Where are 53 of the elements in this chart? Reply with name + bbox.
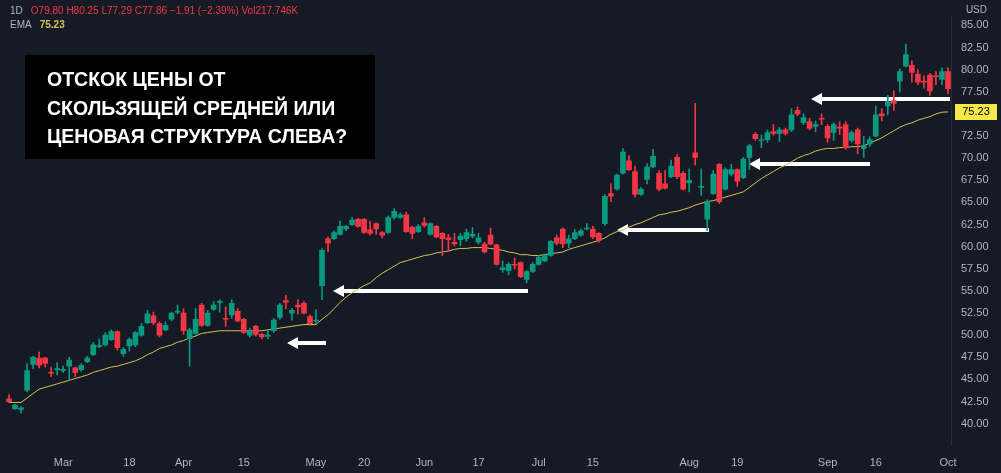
text: 75.23	[962, 104, 990, 117]
y-tick-label: 82.50	[961, 40, 989, 53]
y-tick-label: 47.50	[961, 350, 989, 363]
text: USD	[965, 4, 987, 15]
x-tick-label: Jun	[415, 456, 434, 469]
x-tick-label: 16	[869, 456, 882, 469]
x-tick-label: Oct	[939, 456, 957, 469]
y-tick-label: 85.00	[961, 18, 989, 31]
y-tick-label: 50.00	[961, 328, 989, 341]
x-tick-label: 20	[358, 456, 371, 469]
x-tick-label: Mar	[53, 456, 73, 469]
candlestick	[686, 168, 692, 193]
y-tick-label: 60.00	[961, 239, 989, 252]
candlestick	[698, 168, 705, 196]
x-tick-label: May	[305, 456, 327, 469]
candlestick	[890, 90, 897, 111]
candlestick	[216, 299, 223, 313]
y-tick-label: 57.50	[961, 261, 989, 274]
y-tick-label: 65.00	[961, 195, 989, 208]
x-tick-label: 15	[237, 456, 250, 469]
candlestick	[860, 135, 867, 158]
y-tick-label: 55.00	[961, 283, 989, 296]
y-tick-label: 80.00	[961, 62, 989, 75]
text: EMA	[10, 19, 32, 30]
x-tick-label: Aug	[679, 456, 699, 469]
text: ОТСКОК ЦЕНЫ ОТ СКОЛЬЗЯЩЕЙ СРЕДНЕЙ ИЛИ ЦЕНОВАЯ СТРУКТУРА СЛЕВА?	[25, 55, 375, 159]
y-tick-label: 72.50	[961, 129, 989, 142]
annotation: 1D	[10, 5, 23, 16]
candlestick	[884, 95, 891, 116]
x-tick-label: Apr	[175, 456, 193, 469]
annotation: O79.80 H80.25 L77.29 C77.86 −1.91 (−2.39%) Vol217.746K	[30, 5, 299, 16]
candlestick	[692, 103, 699, 166]
y-tick-label: 67.50	[961, 173, 989, 186]
y-tick-label: 52.50	[961, 306, 989, 319]
y-tick-label: 62.50	[961, 217, 989, 230]
x-tick-label: 15	[586, 456, 599, 469]
x-tick-label: 18	[123, 456, 136, 469]
x-tick-label: Jul	[531, 456, 546, 469]
y-tick-label: 77.50	[961, 84, 989, 97]
candlestick	[48, 366, 54, 378]
annotation: 75.23	[39, 19, 65, 30]
candlestick	[608, 183, 614, 202]
y-tick-label: 70.00	[961, 151, 989, 164]
x-tick-label: Sep	[817, 456, 838, 469]
candlestick	[222, 306, 229, 327]
x-tick-label: 17	[472, 456, 485, 469]
x-tick-label: 19	[731, 456, 744, 469]
y-tick-label: 40.00	[961, 416, 989, 429]
candlestick	[66, 356, 73, 381]
y-tick-label: 45.00	[961, 372, 989, 385]
candlestick	[283, 295, 289, 309]
candlestick	[289, 308, 295, 321]
y-tick-label: 42.50	[961, 394, 989, 407]
